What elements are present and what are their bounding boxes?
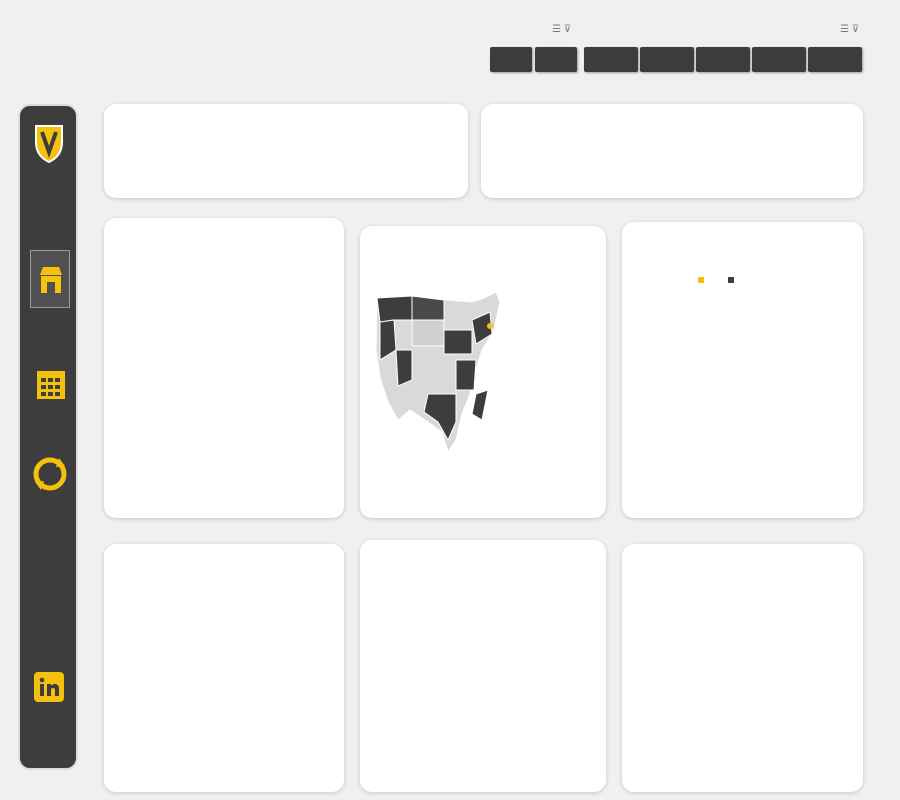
legend-female (698, 277, 704, 285)
age-30-39-button[interactable] (584, 47, 638, 72)
sidebar (18, 104, 78, 770)
us-map (375, 291, 501, 454)
survey-card (360, 540, 606, 792)
filter-icon[interactable]: ☰ ⊽ (552, 24, 572, 35)
calendar-icon[interactable] (36, 370, 66, 400)
gender-male-button[interactable] (535, 47, 577, 72)
age-50-59-button[interactable] (696, 47, 750, 72)
home-nav-button[interactable] (30, 250, 70, 308)
kpi-card-averages (481, 104, 863, 198)
age-under-30-button[interactable] (808, 47, 862, 72)
department-card (104, 544, 344, 792)
state-card (360, 226, 606, 518)
age-60-above-button[interactable] (752, 47, 806, 72)
shop-icon (40, 267, 62, 293)
gender-female-button[interactable] (490, 47, 532, 72)
gender-age-card (104, 218, 344, 518)
kpi-card-employees (104, 104, 468, 198)
linkedin-icon[interactable] (34, 672, 64, 702)
scatter-card (622, 544, 863, 792)
age-40-49-button[interactable] (640, 47, 694, 72)
filter-icon[interactable]: ☰ ⊽ (840, 24, 860, 35)
refresh-icon[interactable] (32, 456, 68, 492)
race-gender-card (622, 222, 863, 518)
logo-icon (35, 125, 63, 164)
legend-male (728, 277, 734, 285)
